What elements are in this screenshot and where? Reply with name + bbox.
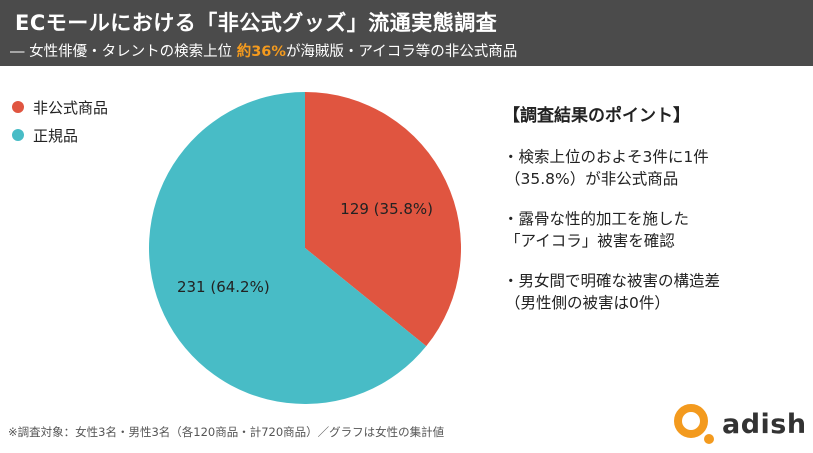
- subtitle-highlight: 約36%: [236, 44, 286, 60]
- key-point-1: ・検索上位のおよそ3件に1件 （35.8%）が非公式商品: [503, 146, 720, 190]
- legend-swatch-official: [12, 129, 24, 141]
- key-point-1-line1: ・検索上位のおよそ3件に1件: [503, 148, 709, 166]
- header-bar: ECモールにおける「非公式グッズ」流通実態調査 ― 女性俳優・タレントの検索上位…: [0, 0, 813, 66]
- logo-text: adish: [722, 408, 807, 440]
- data-label-official: 231 (64.2%): [177, 278, 270, 296]
- legend-swatch-unofficial: [12, 101, 24, 113]
- legend-item-unofficial: 非公式商品: [12, 93, 108, 121]
- key-point-2-line1: ・露骨な性的加工を施した: [503, 210, 690, 228]
- footnote: ※調査対象：女性3名・男性3名（各120商品・計720商品）／グラフは女性の集計…: [8, 425, 445, 439]
- page-subtitle: ― 女性俳優・タレントの検索上位 約36%が海賊版・アイコラ等の非公式商品: [10, 40, 517, 61]
- adish-logo: adish: [672, 402, 807, 446]
- pie-slice-unofficial: [305, 92, 462, 347]
- key-point-2: ・露骨な性的加工を施した 「アイコラ」被害を確認: [503, 208, 720, 252]
- key-point-3-line1: ・男女間で明確な被害の構造差: [503, 272, 721, 290]
- subtitle-prefix: ― 女性俳優・タレントの検索上位: [10, 44, 237, 60]
- legend-label-unofficial: 非公式商品: [33, 98, 109, 117]
- key-point-2-line2: 「アイコラ」被害を確認: [505, 232, 675, 250]
- key-points-title: 【調査結果のポイント】: [503, 106, 690, 126]
- key-points-panel: 【調査結果のポイント】 ・検索上位のおよそ3件に1件 （35.8%）が非公式商品…: [503, 101, 720, 332]
- legend-label-official: 正規品: [33, 126, 79, 145]
- page-title: ECモールにおける「非公式グッズ」流通実態調査: [15, 11, 498, 35]
- key-point-3-line2: （男性側の被害は0件）: [505, 294, 670, 312]
- data-label-unofficial: 129 (35.8%): [340, 200, 433, 218]
- key-point-1-line2: （35.8%）が非公式商品: [505, 170, 679, 188]
- legend-item-official: 正規品: [12, 121, 108, 149]
- pie-slice-official: [149, 92, 427, 404]
- subtitle-suffix: が海賊版・アイコラ等の非公式商品: [285, 44, 518, 60]
- key-point-3: ・男女間で明確な被害の構造差 （男性側の被害は0件）: [503, 270, 720, 314]
- chart-legend: 非公式商品 正規品: [12, 93, 108, 149]
- adish-logo-icon: [674, 404, 714, 444]
